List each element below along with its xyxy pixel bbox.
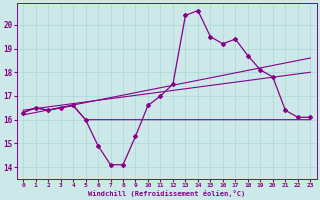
X-axis label: Windchill (Refroidissement éolien,°C): Windchill (Refroidissement éolien,°C) [88,190,245,197]
